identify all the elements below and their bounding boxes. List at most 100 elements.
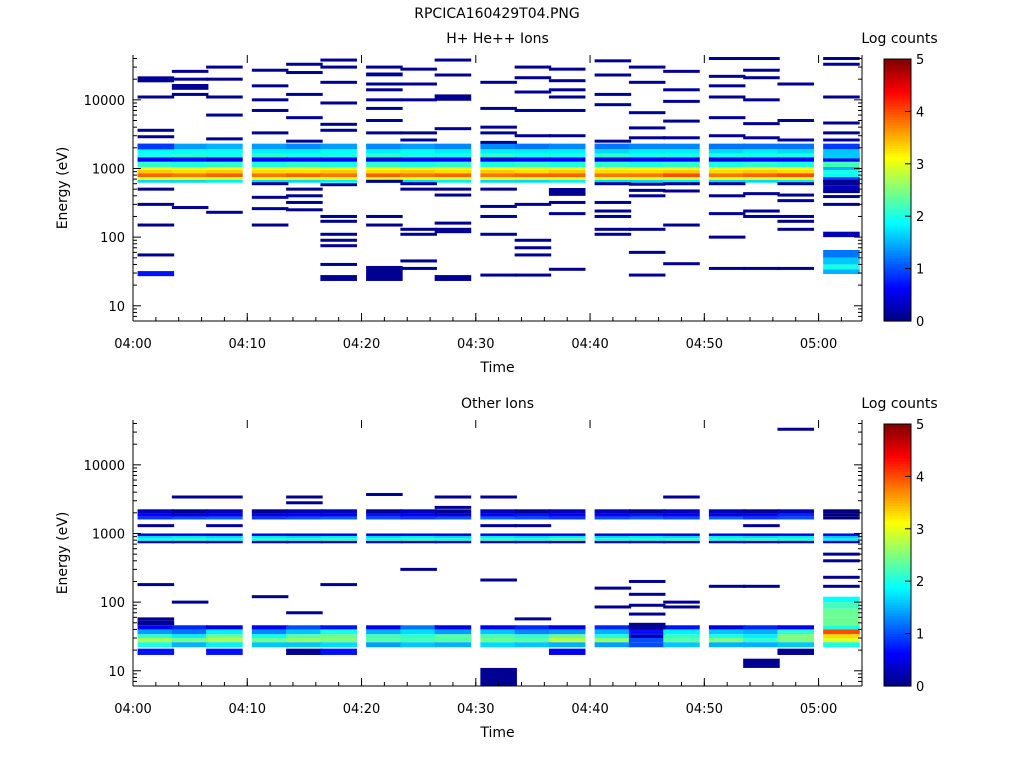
heatmap-cell bbox=[823, 249, 860, 258]
heatmap-cell bbox=[743, 634, 780, 639]
heatmap-cell bbox=[251, 179, 289, 183]
heatmap-cell bbox=[628, 273, 666, 277]
heatmap-cell bbox=[366, 153, 403, 158]
colorbar-strip bbox=[884, 657, 911, 661]
heatmap-cell bbox=[171, 625, 209, 630]
heatmap-cell bbox=[743, 629, 780, 635]
heatmap-cell bbox=[663, 99, 700, 103]
heatmap-cell bbox=[823, 202, 860, 206]
colorbar-label: Log counts bbox=[861, 31, 937, 47]
heatmap-cell bbox=[628, 179, 666, 183]
colorbar-tick-label: 1 bbox=[916, 263, 924, 278]
colorbar-tick-label: 4 bbox=[916, 105, 924, 120]
heatmap-cell bbox=[320, 177, 357, 180]
colorbar-strip bbox=[884, 218, 911, 223]
heatmap-cell bbox=[514, 524, 552, 528]
heatmap-cell bbox=[400, 182, 437, 186]
heatmap-cell bbox=[823, 149, 860, 154]
y-tick-label: 1000 bbox=[92, 162, 125, 177]
heatmap-cell bbox=[171, 638, 209, 643]
colorbar-tick-label: 5 bbox=[916, 53, 924, 68]
heatmap-cell bbox=[171, 143, 209, 150]
heatmap-cell bbox=[137, 149, 175, 154]
heatmap-cell bbox=[251, 170, 289, 174]
colorbar-strip bbox=[884, 231, 911, 236]
heatmap-cell bbox=[137, 621, 175, 625]
heatmap-cell bbox=[251, 108, 289, 112]
heatmap-cell bbox=[434, 170, 472, 174]
heatmap-cell bbox=[366, 629, 403, 635]
colorbar-strip bbox=[884, 61, 911, 65]
heatmap-cell bbox=[137, 161, 175, 168]
heatmap-cell bbox=[366, 167, 403, 171]
heatmap-cell bbox=[366, 223, 403, 227]
heatmap-cell bbox=[628, 516, 666, 520]
heatmap-cell bbox=[137, 170, 175, 174]
heatmap-cell bbox=[137, 177, 175, 180]
colorbar-strip bbox=[884, 662, 911, 666]
colorbar-strip bbox=[884, 628, 911, 632]
heatmap-cell bbox=[137, 629, 175, 635]
colorbar-strip bbox=[884, 82, 911, 86]
heatmap-cell bbox=[251, 513, 289, 517]
colorbar-strip bbox=[884, 302, 911, 306]
colorbar-strip bbox=[884, 237, 911, 241]
colorbar-strip bbox=[884, 536, 911, 540]
heatmap-cell bbox=[548, 167, 586, 171]
heatmap-cell bbox=[548, 134, 586, 138]
heatmap-cell bbox=[171, 167, 209, 171]
heatmap-cell bbox=[777, 427, 815, 431]
colorbar-strip bbox=[884, 260, 911, 264]
heatmap-cell bbox=[548, 161, 586, 168]
heatmap-cell bbox=[777, 513, 815, 517]
heatmap-cell bbox=[366, 82, 403, 86]
heatmap-cell bbox=[823, 62, 860, 66]
heatmap-cell bbox=[594, 209, 632, 213]
heatmap-cell bbox=[206, 173, 243, 178]
colorbar-strip bbox=[884, 678, 911, 682]
heatmap-cell bbox=[823, 264, 860, 270]
heatmap-cell bbox=[137, 187, 175, 191]
heatmap-cell bbox=[743, 638, 780, 643]
heatmap-cell bbox=[366, 170, 403, 174]
colorbar-strip bbox=[884, 594, 911, 598]
heatmap-cell bbox=[434, 509, 472, 514]
heatmap-cell bbox=[594, 214, 632, 218]
heatmap-cell bbox=[708, 235, 746, 239]
heatmap-cell bbox=[434, 94, 472, 101]
colorbar-strip bbox=[884, 100, 911, 105]
colorbar-frame bbox=[883, 58, 912, 322]
heatmap-cell bbox=[206, 638, 243, 643]
colorbar-strip bbox=[884, 137, 911, 141]
heatmap-cell bbox=[434, 634, 472, 639]
colorbar-strip bbox=[884, 203, 911, 207]
heatmap-cell bbox=[823, 509, 860, 514]
heatmap-cell bbox=[400, 642, 437, 648]
heatmap-cell bbox=[286, 611, 323, 615]
colorbar-strip bbox=[884, 620, 911, 624]
heatmap-cell bbox=[480, 170, 517, 174]
heatmap-cell bbox=[514, 161, 552, 168]
colorbar-strip bbox=[884, 140, 911, 144]
heatmap-cell bbox=[400, 153, 437, 158]
colorbar-strip bbox=[884, 555, 911, 559]
colorbar-strip bbox=[884, 458, 911, 462]
heatmap-cell bbox=[548, 212, 586, 216]
colorbar-strip bbox=[884, 268, 911, 272]
heatmap-cell bbox=[777, 173, 815, 178]
heatmap-cell bbox=[514, 638, 552, 643]
heatmap-cell bbox=[206, 538, 243, 541]
heatmap-cell bbox=[743, 209, 780, 213]
heatmap-cell bbox=[823, 596, 860, 603]
heatmap-cell bbox=[137, 638, 175, 643]
colorbar-strip bbox=[884, 426, 911, 430]
heatmap-cell bbox=[823, 513, 860, 517]
panel-title: Other Ions bbox=[461, 396, 534, 412]
heatmap-cell bbox=[743, 540, 780, 544]
heatmap-cell bbox=[206, 540, 243, 544]
colorbar-strip bbox=[884, 599, 911, 603]
heatmap-cell bbox=[320, 629, 357, 635]
heatmap-cell bbox=[743, 68, 780, 72]
heatmap-cell bbox=[823, 143, 860, 150]
x-tick-label: 04:10 bbox=[229, 337, 266, 352]
